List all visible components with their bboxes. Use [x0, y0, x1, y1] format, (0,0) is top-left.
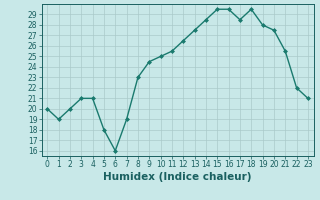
X-axis label: Humidex (Indice chaleur): Humidex (Indice chaleur)	[103, 172, 252, 182]
